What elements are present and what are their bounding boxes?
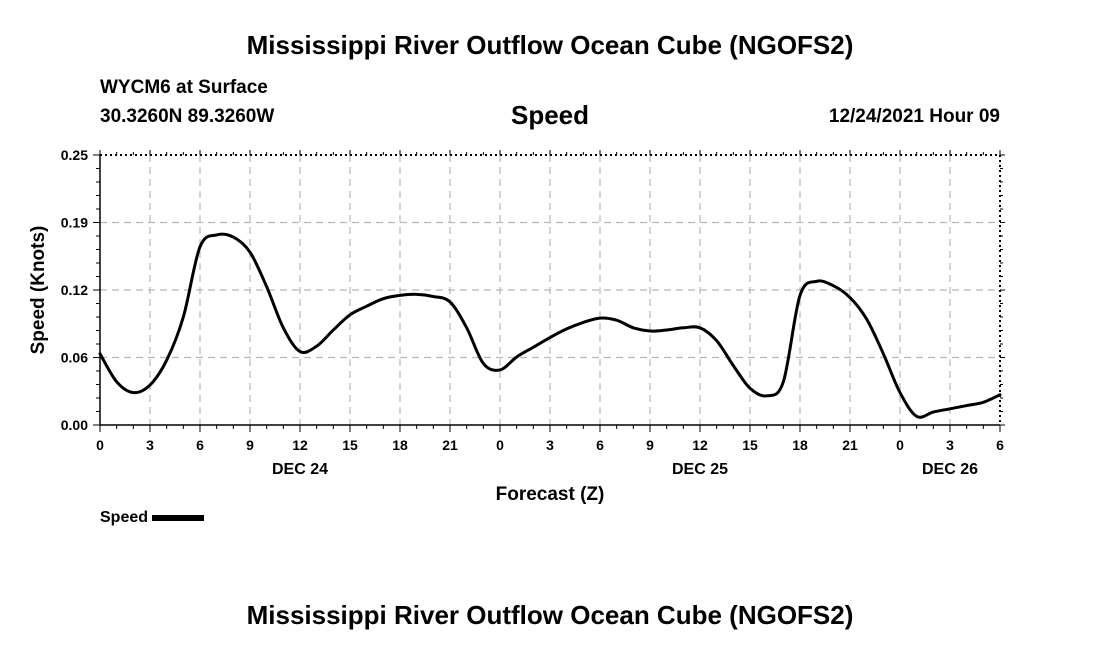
x-tick-label: 9 — [646, 437, 654, 453]
x-tick-label: 6 — [996, 437, 1004, 453]
legend-swatch-speed — [152, 515, 205, 521]
x-tick-label: 21 — [442, 437, 458, 453]
series-line-speed — [98, 232, 1002, 419]
x-tick-label: 3 — [946, 437, 954, 453]
x-day-label: DEC 24 — [272, 461, 328, 478]
x-day-label: DEC 25 — [672, 461, 728, 478]
y-tick-label: 0.12 — [61, 282, 88, 298]
legend-label-speed: Speed — [100, 509, 149, 526]
x-tick-label: 9 — [246, 437, 254, 453]
y-tick-label: 0.19 — [61, 215, 88, 231]
chart-title: Mississippi River Outflow Ocean Cube (NG… — [246, 30, 854, 60]
x-tick-label: 12 — [692, 437, 708, 453]
x-tick-label: 18 — [792, 437, 808, 453]
y-tick-label: 0.25 — [61, 147, 88, 163]
x-tick-label: 15 — [342, 437, 358, 453]
timestamp-label: 12/24/2021 Hour 09 — [828, 106, 1000, 127]
y-tick-label: 0.00 — [61, 417, 88, 433]
x-tick-label: 0 — [496, 437, 504, 453]
y-axis-title: Speed (Knots) — [28, 226, 49, 355]
variable-title: Speed — [510, 100, 590, 130]
x-tick-label: 15 — [742, 437, 758, 453]
x-axis-title: Forecast (Z) — [496, 484, 605, 505]
x-tick-label: 6 — [596, 437, 604, 453]
x-tick-label: 3 — [546, 437, 554, 453]
x-tick-label: 21 — [842, 437, 858, 453]
station-label: WYCM6 at Surface — [100, 77, 268, 98]
coordinates-label: 30.3260N 89.3260W — [100, 106, 275, 127]
x-tick-label: 0 — [96, 437, 104, 453]
footer-title: Mississippi River Outflow Ocean Cube (NG… — [246, 600, 854, 630]
x-day-label: DEC 26 — [922, 461, 978, 478]
x-tick-label: 6 — [196, 437, 204, 453]
x-tick-label: 0 — [896, 437, 904, 453]
x-tick-label: 18 — [392, 437, 408, 453]
x-tick-label: 12 — [292, 437, 308, 453]
x-tick-label: 3 — [146, 437, 154, 453]
y-tick-label: 0.06 — [61, 350, 88, 366]
legend: Speed — [100, 509, 205, 527]
